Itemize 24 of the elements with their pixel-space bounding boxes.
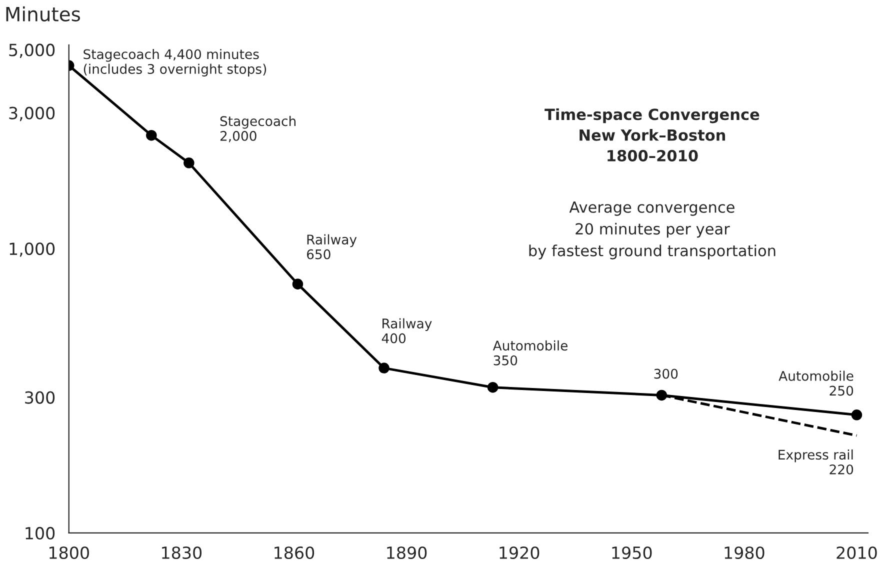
annotation: Stagecoach 2,000 [220, 116, 296, 142]
x-tick-label: 1920 [500, 546, 540, 560]
annotation: 300 [654, 368, 678, 379]
x-tick-label: 1890 [387, 546, 427, 560]
y-tick-label: 3,000 [9, 106, 55, 122]
x-tick-label: 1800 [49, 546, 89, 560]
annotation: Railway 400 [382, 318, 432, 344]
x-tick-label: 1860 [274, 546, 314, 560]
annotation: Automobile 250 [778, 370, 854, 396]
x-tick-label: 1950 [612, 546, 652, 560]
x-tick-label: 1980 [724, 546, 764, 560]
annotation: Express rail 220 [778, 449, 854, 474]
annotation: Railway 650 [306, 234, 357, 260]
text: Time-space Convergence New York–Boston 1800–2010 [544, 108, 760, 162]
x-tick-label: 1830 [162, 546, 202, 560]
y-tick-label: 300 [25, 391, 55, 404]
text: Average convergence 20 minutes per year by fastest ground transportation [529, 202, 776, 260]
y-tick-label: 1,000 [10, 242, 55, 257]
annotation: Automobile 350 [492, 340, 568, 366]
y-tick-label: 5,000 [9, 44, 55, 58]
y-axis-title: Minutes [6, 6, 80, 22]
annotation: Stagecoach 4,400 minutes (includes 3 overnight stops) [84, 48, 266, 77]
x-tick-label: 2010 [836, 546, 877, 560]
y-tick-label: 100 [26, 526, 55, 540]
